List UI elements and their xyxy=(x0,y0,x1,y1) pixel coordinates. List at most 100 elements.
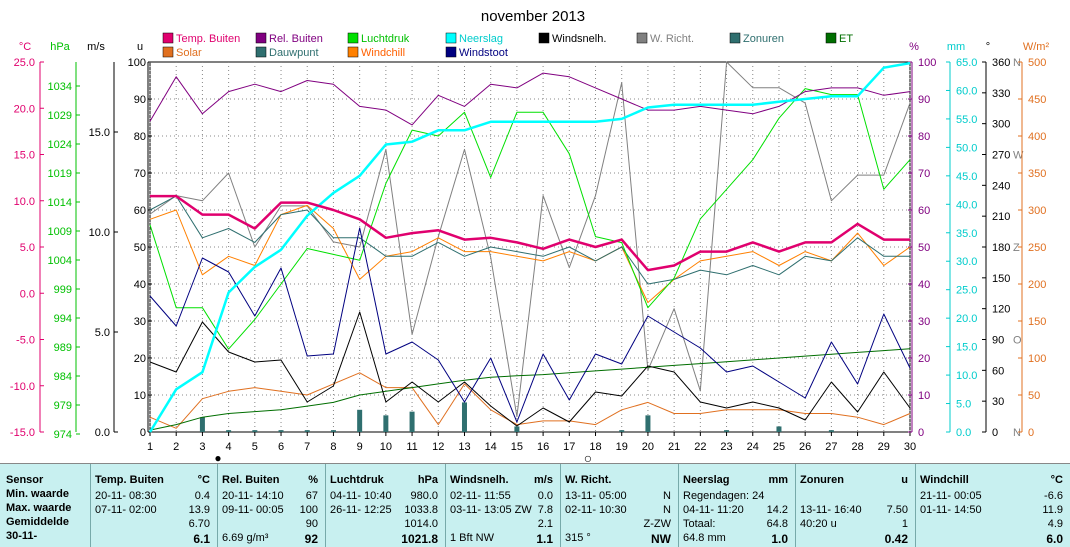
cell-value: 1.0 xyxy=(771,532,788,546)
x-tick-label: 20 xyxy=(642,441,654,453)
cell-value: -6.6 xyxy=(1044,490,1063,502)
axis-label-rain: 45.0 xyxy=(956,171,977,183)
cell-value: 13.9 xyxy=(188,504,210,516)
cell-label: 20-11- 08:30 xyxy=(95,490,157,502)
x-tick-label: 24 xyxy=(747,441,759,453)
axis-label-dir: 90 xyxy=(992,335,1004,347)
cell-label: 04-11- 11:20 xyxy=(683,504,744,516)
axis-label-hum: 70 xyxy=(918,168,930,180)
axis-label-solar: 200 xyxy=(1028,279,1046,291)
cell-label: 315 ° xyxy=(565,532,591,544)
legend-label: Zonuren xyxy=(743,33,784,45)
cell-value: 100 xyxy=(299,504,318,516)
axis-label-temp: 15.0 xyxy=(14,150,35,162)
cell-label: 09-11- 00:05 xyxy=(222,504,284,516)
cell-label: 02-11- 10:30 xyxy=(565,504,627,516)
axis-label-wind: 10.0 xyxy=(89,227,110,239)
axis-unit-hum: % xyxy=(909,41,919,53)
axis-label-solar: 50 xyxy=(1028,390,1040,402)
axis-label-dir: 330 xyxy=(992,88,1010,100)
column-unit: m/s xyxy=(534,474,553,486)
axis-label-solar: 250 xyxy=(1028,242,1046,254)
axes: 1 2 3 4 5 6 7 8 9 10 11 12 13 14 15 16 17 18 19 20 21 22 23 24 2… xyxy=(10,41,1050,453)
axis-unit-hours: u xyxy=(137,41,143,53)
axis-label-press: 1019 xyxy=(48,168,72,180)
axis-label-dir: 150 xyxy=(992,273,1010,285)
table-column: Windchill °C 21-11- 00:05 -6.6 01-11- 14:50 1… xyxy=(915,464,1070,547)
sunshine-bar xyxy=(383,415,389,432)
legend-swatch xyxy=(636,32,648,44)
new-moon-icon: ● xyxy=(214,451,221,463)
series-line-windsnelh xyxy=(149,311,911,427)
series-line-rel-buiten xyxy=(149,72,911,126)
x-tick-label: 11 xyxy=(406,441,417,453)
axis-label-solar: 350 xyxy=(1028,168,1046,180)
cell-value: N xyxy=(663,504,671,516)
legend-label: Windstoot xyxy=(459,47,508,59)
legend-swatch xyxy=(445,46,457,58)
cell-label: Totaal: xyxy=(683,518,716,530)
table-column: Luchtdruk hPa 04-11- 10:40 980.0 26-11- 12:2… xyxy=(325,464,446,547)
series-line-luchtdruk xyxy=(149,88,911,350)
axis-label-hum: 30 xyxy=(918,316,930,328)
axis-unit-press: hPa xyxy=(50,41,70,53)
x-tick-label: 19 xyxy=(616,441,628,453)
legend-label: Temp. Buiten xyxy=(176,33,240,45)
x-tick-label: 4 xyxy=(226,441,232,453)
series-line-dauwpunt xyxy=(149,195,910,285)
axis-label-dir: 120 xyxy=(992,304,1010,316)
x-tick-label: 8 xyxy=(330,441,336,453)
axis-label-press: 979 xyxy=(54,400,72,412)
axis-unit-dir: ° xyxy=(986,41,990,53)
column-unit: u xyxy=(901,474,908,486)
compass-label: N xyxy=(1013,427,1021,439)
axis-label-hours: 100 xyxy=(128,57,146,69)
cell-value: Z-ZW xyxy=(643,518,671,530)
axis-label-dir: 270 xyxy=(992,150,1010,162)
x-tick-label: 13 xyxy=(458,441,470,453)
axis-label-hours: 90 xyxy=(134,94,146,106)
x-tick-label: 5 xyxy=(252,441,258,453)
table-column: W. Richt. 13-11- 05:00 N 02-11- 10:30 N Z-ZW 3… xyxy=(560,464,679,547)
axis-label-temp: 10.0 xyxy=(14,196,35,208)
axis-unit-temp: °C xyxy=(19,41,31,53)
table-row-label: Max. waarde xyxy=(0,502,90,516)
series-line-neerslag xyxy=(148,61,911,433)
axis-unit-wind: m/s xyxy=(87,41,105,53)
column-unit: °C xyxy=(197,474,210,486)
cell-value: 1.1 xyxy=(536,532,553,546)
cell-label: 21-11- 00:05 xyxy=(920,490,982,502)
series-line-windstoot xyxy=(149,227,911,423)
table-column: Temp. Buiten °C 20-11- 08:30 0.4 07-11- 02:0… xyxy=(90,464,218,547)
series-line-et xyxy=(149,348,911,431)
plot-area xyxy=(148,61,911,433)
axis-label-hours: 20 xyxy=(134,353,146,365)
axis-label-hum: 80 xyxy=(918,131,930,143)
x-tick-label: 1 xyxy=(147,441,153,453)
column-unit: °C xyxy=(1050,474,1063,486)
legend-swatch xyxy=(162,46,174,58)
compass-label: O xyxy=(1013,335,1022,347)
axis-label-hours: 10 xyxy=(134,390,146,402)
cell-label: 02-11- 11:55 xyxy=(450,490,511,502)
row-label-text: 30-11- xyxy=(6,530,38,542)
axis-label-wind: 15.0 xyxy=(89,127,110,139)
x-tick-label: 12 xyxy=(432,441,444,453)
axis-label-dir: 300 xyxy=(992,119,1010,131)
row-label-text: Gemiddelde xyxy=(6,516,69,528)
column-unit: mm xyxy=(768,474,788,486)
axis-label-press: 999 xyxy=(54,284,72,296)
sunshine-bar xyxy=(330,430,336,432)
cell-value: 14.2 xyxy=(766,504,788,516)
axis-unit-rain: mm xyxy=(947,41,965,53)
sunshine-bar xyxy=(199,417,205,432)
axis-label-hum: 60 xyxy=(918,205,930,217)
legend-swatch xyxy=(347,32,359,44)
legend-label: W. Richt. xyxy=(650,33,694,45)
sunshine-bar xyxy=(409,411,415,432)
axis-label-hum: 100 xyxy=(918,57,936,69)
row-label-text: Sensor xyxy=(6,474,44,486)
axis-label-rain: 30.0 xyxy=(956,256,977,268)
axis-label-rain: 5.0 xyxy=(956,399,971,411)
legend: Temp. Buiten Rel. Buiten Luchtdruk Neerslag… xyxy=(162,32,853,59)
